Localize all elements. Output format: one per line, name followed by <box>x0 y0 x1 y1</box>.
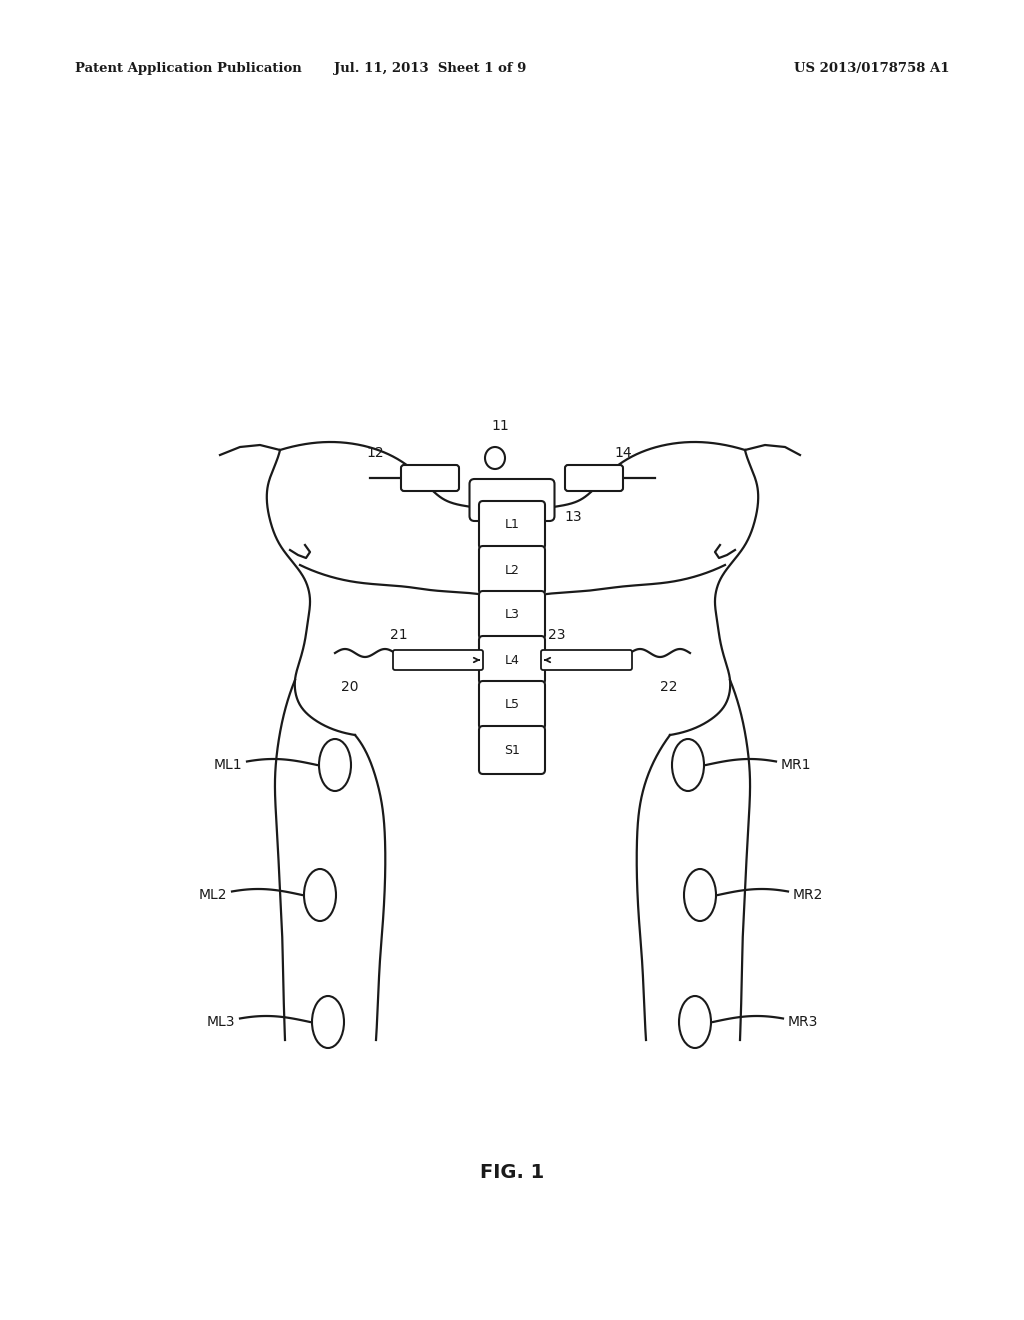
Text: L5: L5 <box>505 698 519 711</box>
Text: 14: 14 <box>614 446 632 459</box>
Ellipse shape <box>679 997 711 1048</box>
Text: Jul. 11, 2013  Sheet 1 of 9: Jul. 11, 2013 Sheet 1 of 9 <box>334 62 526 75</box>
Text: L3: L3 <box>505 609 519 622</box>
Text: L1: L1 <box>505 519 519 532</box>
Text: MR3: MR3 <box>788 1015 818 1030</box>
Text: 23: 23 <box>548 628 565 642</box>
FancyBboxPatch shape <box>479 636 545 684</box>
FancyBboxPatch shape <box>393 649 483 671</box>
Ellipse shape <box>672 739 705 791</box>
FancyBboxPatch shape <box>541 649 632 671</box>
Ellipse shape <box>312 997 344 1048</box>
Text: ML2: ML2 <box>199 888 227 902</box>
FancyBboxPatch shape <box>479 681 545 729</box>
Ellipse shape <box>304 869 336 921</box>
Text: 11: 11 <box>492 418 509 433</box>
FancyBboxPatch shape <box>565 465 623 491</box>
Text: L4: L4 <box>505 653 519 667</box>
Text: ML3: ML3 <box>207 1015 234 1030</box>
Text: 13: 13 <box>564 510 582 524</box>
FancyBboxPatch shape <box>469 479 555 521</box>
FancyBboxPatch shape <box>479 726 545 774</box>
Text: 21: 21 <box>390 628 408 642</box>
Text: 20: 20 <box>341 680 358 694</box>
Ellipse shape <box>684 869 716 921</box>
Text: FIG. 1: FIG. 1 <box>480 1163 544 1181</box>
FancyBboxPatch shape <box>401 465 459 491</box>
Ellipse shape <box>319 739 351 791</box>
Text: L2: L2 <box>505 564 519 577</box>
Text: S1: S1 <box>504 743 520 756</box>
Text: US 2013/0178758 A1: US 2013/0178758 A1 <box>795 62 950 75</box>
Text: ML1: ML1 <box>213 758 242 772</box>
Ellipse shape <box>485 447 505 469</box>
Text: MR2: MR2 <box>793 888 823 902</box>
Text: Patent Application Publication: Patent Application Publication <box>75 62 302 75</box>
Text: 12: 12 <box>367 446 384 459</box>
FancyBboxPatch shape <box>479 502 545 549</box>
FancyBboxPatch shape <box>479 546 545 594</box>
Text: MR1: MR1 <box>781 758 811 772</box>
Text: 22: 22 <box>660 680 678 694</box>
FancyBboxPatch shape <box>479 591 545 639</box>
